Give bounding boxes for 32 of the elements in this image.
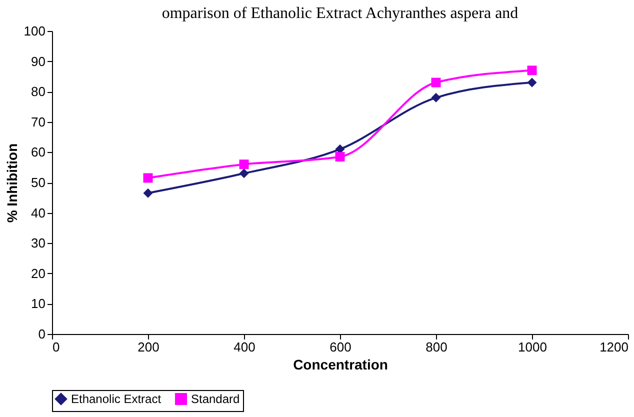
point [239,160,249,170]
point [143,188,153,198]
y-tick-label: 80 [31,84,46,100]
point [527,66,537,76]
y-axis-title: % Inhibition [4,143,20,223]
x-tick-label: 1000 [518,340,547,354]
y-tick-label: 30 [31,236,46,251]
x-tick-label: 800 [426,340,448,354]
point [431,78,441,88]
x-tick-label: 400 [234,340,256,354]
x-tick-label: 0 [52,340,60,354]
x-tick-label: 600 [330,340,352,354]
y-tick-label: 60 [31,144,46,160]
chart-title: omparison of Ethanolic Extract Achyranthes aspera and [162,5,518,22]
point [239,168,249,178]
y-tick-label: 10 [31,296,46,312]
x-axis-title: Concentration [293,356,388,372]
y-tick-label: 50 [31,175,46,190]
y-tick-label: 90 [31,54,46,69]
y-tick-label: 70 [31,114,46,130]
y-tick-label: 20 [31,266,46,281]
legend-label: Standard [191,392,240,406]
x-tick-label: 200 [138,340,160,354]
y-tick-label: 100 [24,24,46,38]
point [335,152,345,162]
point [527,78,537,88]
point [143,173,153,183]
y-tick-label: 0 [38,326,46,342]
y-tick-label: 40 [31,205,46,220]
x-tick-label: 1200 [600,340,628,354]
legend-label: Ethanolic Extract [71,392,162,406]
point [431,92,441,102]
